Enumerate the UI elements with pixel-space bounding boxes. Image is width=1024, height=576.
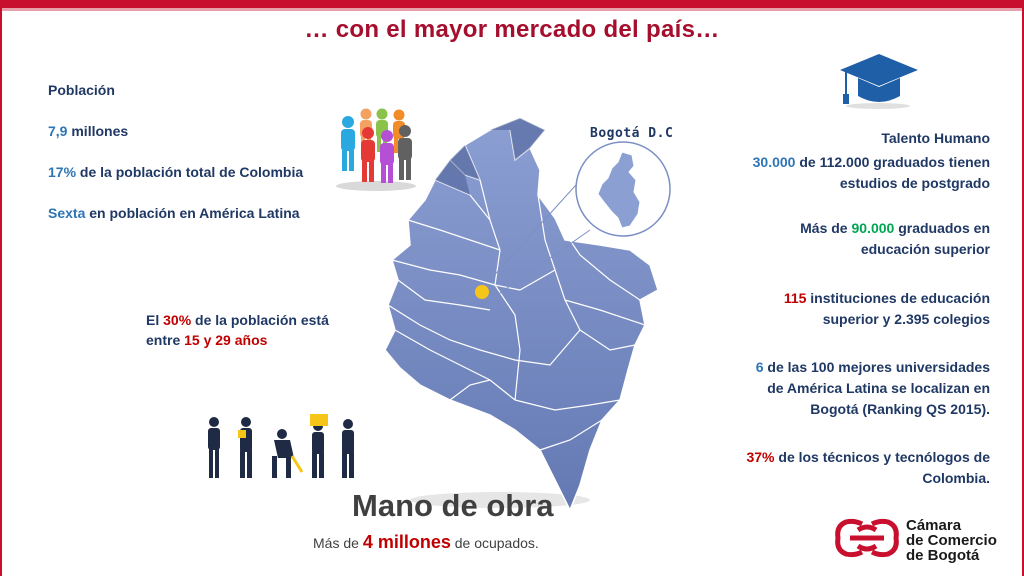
bogota-inset-map	[575, 141, 671, 237]
talento-heading: Talento Humano	[881, 130, 990, 146]
edad-line-1: El 30% de la población está	[146, 312, 329, 328]
bogota-label: Bogotá D.C	[590, 126, 674, 141]
workers-silhouettes-icon	[208, 414, 354, 478]
graduation-cap-icon	[840, 54, 918, 109]
poblacion-text-1: millones	[67, 123, 129, 139]
right-border	[1022, 0, 1024, 576]
left-border	[0, 0, 2, 576]
edad-line-2: entre 15 y 29 años	[146, 332, 268, 348]
top-accent-bar	[0, 0, 1024, 8]
poblacion-value-3: Sexta	[48, 205, 86, 221]
top-accent-line	[0, 8, 1024, 11]
edad-percent: 30%	[163, 312, 192, 328]
ccb-logo-icon	[835, 518, 899, 558]
poblacion-text-2: de la población total de Colombia	[76, 164, 304, 180]
poblacion-text-3: en población en América Latina	[85, 205, 300, 221]
talento-item-2: Más de 90.000 graduados en educación sup…	[800, 220, 990, 257]
edad-text: El 30% de la población está entre 15 y 2…	[146, 310, 329, 350]
poblacion-heading: Población	[48, 82, 115, 98]
talento-item-1: 30.000 de 112.000 graduados tienen estud…	[752, 154, 990, 191]
edad-range: 15 y 29 años	[184, 332, 268, 348]
ocupados-value: 4 millones	[362, 532, 451, 552]
poblacion-line-2: 17% de la población total de Colombia	[48, 164, 303, 180]
people-group-icon	[336, 108, 416, 191]
colombia-map	[384, 117, 659, 510]
poblacion-line-1: 7,9 millones	[48, 123, 128, 139]
poblacion-value-2: 17%	[48, 164, 77, 180]
mano-de-obra-subtitle: Más de 4 millones de ocupados.	[313, 532, 539, 552]
talento-item-4: 6 de las 100 mejores universidades de Am…	[755, 359, 990, 417]
poblacion-line-3: Sexta en población en América Latina	[48, 205, 300, 221]
ccb-logo-text: Cámara de Comercio de Bogotá	[906, 517, 997, 564]
slide-title: … con el mayor mercado del país…	[304, 16, 720, 43]
mano-de-obra-title: Mano de obra	[352, 488, 554, 523]
talento-item-5: 37% de los técnicos y tecnólogos de Colo…	[746, 449, 990, 486]
poblacion-value-1: 7,9	[48, 123, 68, 139]
talento-item-3: 115 instituciones de educación superior …	[783, 290, 990, 327]
